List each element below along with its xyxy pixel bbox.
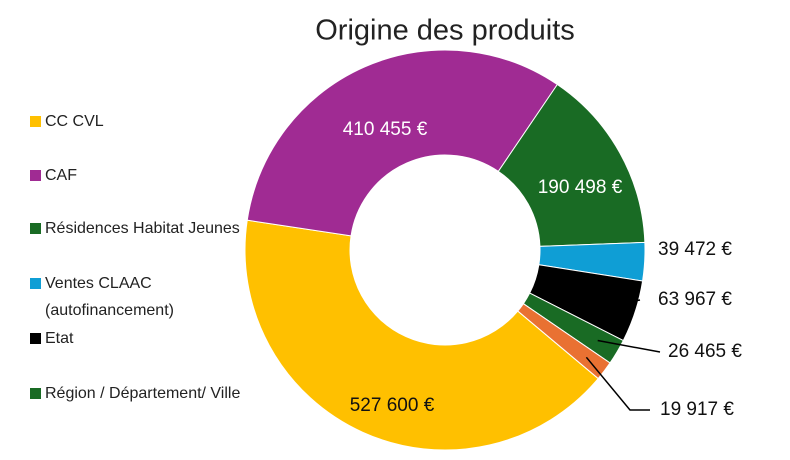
legend-item: CAF	[30, 162, 260, 189]
legend-item: Région / Département/ Ville	[30, 380, 260, 407]
legend-label: Région / Département/ Ville	[45, 385, 241, 402]
leader-line	[597, 339, 661, 353]
legend-item: Etat	[30, 325, 260, 352]
legend-item: CC CVL	[30, 108, 260, 135]
slice	[497, 83, 646, 247]
legend-label: CC CVL	[45, 113, 104, 130]
slice	[517, 302, 611, 380]
data-label: 190 498 €	[538, 177, 623, 198]
legend-swatch	[30, 278, 41, 289]
legend-swatch	[30, 170, 41, 181]
data-label: 39 472 €	[658, 239, 732, 260]
data-label: 63 967 €	[658, 289, 732, 310]
legend-label: Ventes CLAAC (autofinancement)	[45, 275, 174, 319]
slice	[244, 219, 599, 451]
data-label: 19 917 €	[660, 399, 734, 420]
legend-swatch	[30, 223, 41, 234]
slice	[246, 49, 559, 237]
legend-swatch	[30, 116, 41, 127]
legend-item: Résidences Habitat Jeunes	[30, 215, 260, 242]
legend-label: Résidences Habitat Jeunes	[45, 220, 240, 237]
leader-line	[585, 356, 650, 411]
leader-line	[613, 299, 641, 306]
data-label: 26 465 €	[668, 341, 742, 362]
chart-title: Origine des produits	[315, 15, 575, 47]
legend-label: CAF	[45, 167, 77, 184]
legend-swatch	[30, 333, 41, 344]
legend-label: Etat	[45, 330, 74, 347]
data-label: 527 600 €	[350, 395, 435, 416]
legend-item: Ventes CLAAC (autofinancement)	[30, 270, 260, 324]
data-label: 410 455 €	[343, 119, 428, 140]
legend-swatch	[30, 388, 41, 399]
